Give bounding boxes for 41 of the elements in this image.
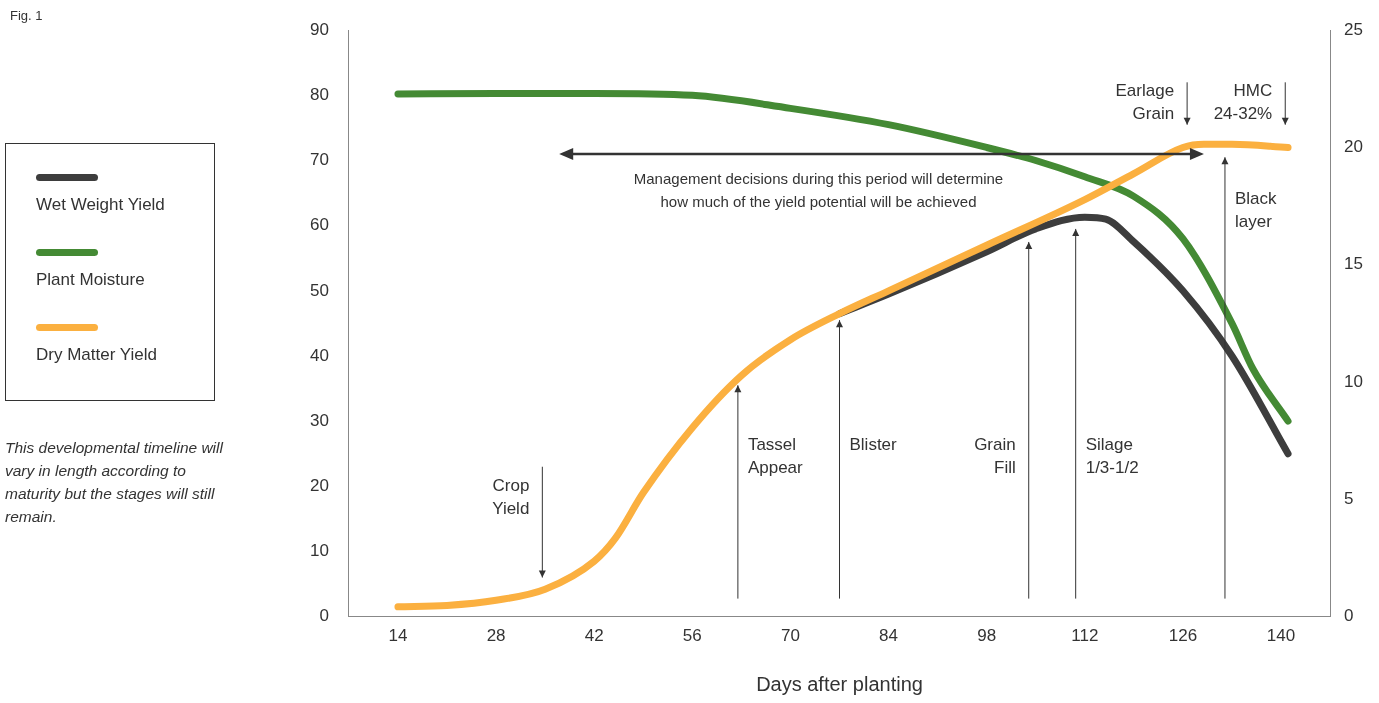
annotation: Black layer <box>1234 189 1278 232</box>
x-tick-label: 70 <box>780 626 800 646</box>
annotation: Management decisions during this period will determine how much of the yield potential will be achieved <box>633 169 1004 210</box>
annotation: HMC 24-32% <box>1213 80 1273 123</box>
y2-tick-label: 25 <box>1344 19 1364 39</box>
y2-tick-label: 0 <box>1344 606 1354 626</box>
y2-tick-label: 10 <box>1344 371 1364 391</box>
x-tick-label: 42 <box>584 626 604 646</box>
text: This developmental timeline will vary in length according to maturity but the stages will still remain. <box>5 438 225 527</box>
y-tick-label: 50 <box>309 280 329 300</box>
x-tick-label: 112 <box>1071 626 1099 646</box>
x-tick-label: 98 <box>977 626 997 646</box>
y-tick-label: 0 <box>319 606 329 626</box>
text: Fig. 1 <box>10 8 43 23</box>
x-tick-label: 84 <box>879 626 899 646</box>
y-tick-label: 40 <box>309 345 329 365</box>
legend-label: Wet Weight Yield <box>36 195 166 215</box>
y-tick-label: 30 <box>309 410 329 430</box>
y-tick-label: 70 <box>309 150 329 170</box>
y-tick-label: 80 <box>309 85 329 105</box>
annotation: Crop Yield <box>492 476 530 519</box>
annotation: Earlage Grain <box>1115 80 1175 123</box>
y-tick-label: 10 <box>309 541 329 561</box>
y2-tick-label: 5 <box>1344 489 1354 509</box>
x-tick-label: 140 <box>1266 626 1296 646</box>
annotation: Silage 1/3-1/2 <box>1085 434 1139 477</box>
y2-tick-label: 15 <box>1344 254 1364 274</box>
x-tick-label: 14 <box>388 626 408 646</box>
y2-tick-label: 20 <box>1344 137 1364 157</box>
x-tick-label: 56 <box>682 626 702 646</box>
annotation: Blister <box>849 434 898 454</box>
annotation: Grain Fill <box>974 434 1016 477</box>
annotation: Tassel Appear <box>747 434 804 477</box>
legend-label: Plant Moisture <box>36 270 146 290</box>
y-tick-label: 90 <box>309 19 329 39</box>
legend-label: Dry Matter Yield <box>36 345 158 365</box>
y-tick-label: 20 <box>309 475 329 495</box>
x-tick-label: 28 <box>486 626 506 646</box>
x-axis-title: Days after planting <box>756 672 923 695</box>
x-tick-label: 126 <box>1168 626 1198 646</box>
y-tick-label: 60 <box>309 215 329 235</box>
